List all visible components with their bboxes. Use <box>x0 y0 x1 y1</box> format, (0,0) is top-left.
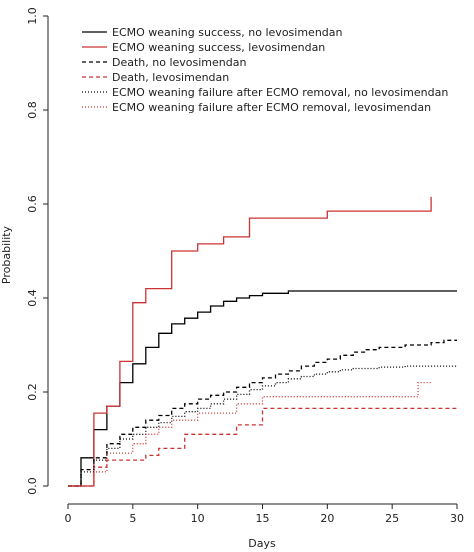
series-line-3 <box>68 339 457 487</box>
series-line-4 <box>68 407 457 487</box>
series-layer <box>68 196 457 487</box>
legend-label-5: ECMO weaning failure after ECMO removal,… <box>112 86 448 99</box>
axes: 0.0 0.2 0.4 0.6 0.8 1.0 0 5 10 15 20 25 30 <box>26 7 464 525</box>
y-tick-label: 0.6 <box>26 195 39 213</box>
y-tick-label: 0.8 <box>26 101 39 119</box>
x-tick-label: 25 <box>385 512 399 525</box>
legend-label-3: Death, no levosimendan <box>112 56 246 69</box>
series-line-1 <box>68 290 457 487</box>
legend-label-4: Death, levosimendan <box>112 71 229 84</box>
x-tick-label: 10 <box>191 512 205 525</box>
series-line-2 <box>68 196 432 487</box>
x-tick-label: 0 <box>65 512 72 525</box>
y-tick-label: 0.2 <box>26 383 39 401</box>
x-tick-label: 15 <box>256 512 270 525</box>
x-axis-title: Days <box>248 537 276 550</box>
legend-label-2: ECMO weaning success, levosimendan <box>112 41 325 54</box>
y-tick-label: 0.0 <box>26 477 39 495</box>
x-tick-label: 20 <box>320 512 334 525</box>
legend-label-6: ECMO weaning failure after ECMO removal,… <box>112 101 431 114</box>
y-tick-label: 1.0 <box>26 7 39 25</box>
x-tick-label: 5 <box>129 512 136 525</box>
series-line-5 <box>68 365 457 487</box>
legend: ECMO weaning success, no levosimendan ECM… <box>82 26 448 114</box>
legend-label-1: ECMO weaning success, no levosimendan <box>112 26 343 39</box>
y-axis-title: Probability <box>0 225 13 284</box>
x-tick-label: 30 <box>450 512 464 525</box>
y-tick-label: 0.4 <box>26 289 39 307</box>
